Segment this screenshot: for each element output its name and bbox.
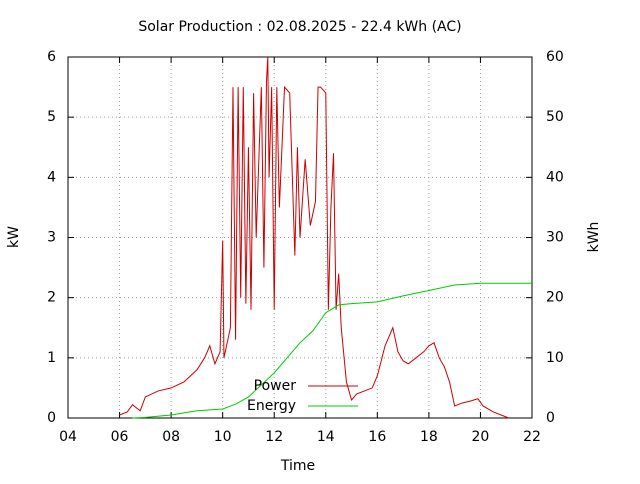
y-tick-label: 1 [47, 350, 56, 366]
y2-tick-label: 60 [546, 49, 564, 65]
x-tick-label: 18 [420, 429, 438, 445]
series-line [132, 282, 532, 419]
y2-tick-label: 10 [546, 350, 564, 366]
x-tick-label: 10 [214, 429, 232, 445]
x-axis-label: Time [280, 458, 315, 474]
legend-label: Energy [247, 398, 296, 414]
y-axis-label: kW [6, 226, 22, 248]
x-tick-label: 16 [368, 429, 386, 445]
legend-label: Power [254, 378, 297, 394]
y-tick-label: 4 [47, 169, 56, 185]
chart-title: Solar Production : 02.08.2025 - 22.4 kWh… [138, 19, 461, 35]
plot-frame [67, 56, 533, 419]
y2-tick-label: 40 [546, 169, 564, 185]
x-tick-label: 06 [111, 429, 129, 445]
y-tick-label: 5 [47, 109, 56, 125]
x-tick-label: 22 [523, 429, 541, 445]
y2-tick-label: 0 [546, 410, 555, 426]
y-tick-label: 0 [47, 410, 56, 426]
x-tick-label: 20 [472, 429, 490, 445]
x-tick-label: 08 [162, 429, 180, 445]
y2-axis-label: kWh [586, 222, 602, 253]
y-tick-label: 3 [47, 230, 56, 246]
y2-tick-label: 20 [546, 290, 564, 306]
series-line [119, 56, 509, 419]
x-tick-label: 04 [59, 429, 77, 445]
y2-tick-label: 30 [546, 230, 564, 246]
y-tick-label: 2 [47, 290, 56, 306]
y2-tick-label: 50 [546, 109, 564, 125]
x-tick-label: 14 [317, 429, 335, 445]
x-tick-label: 12 [265, 429, 283, 445]
y-tick-label: 6 [47, 49, 56, 65]
